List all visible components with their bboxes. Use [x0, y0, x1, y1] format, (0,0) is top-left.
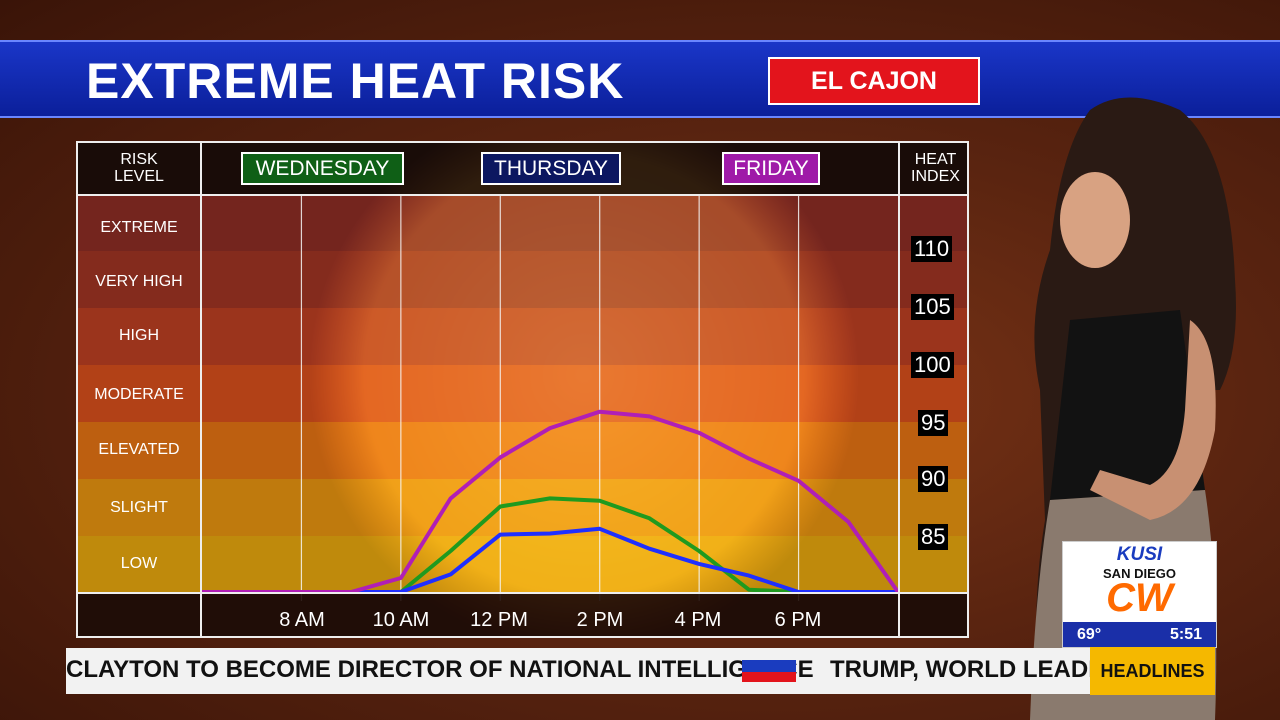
risk-band-high: [78, 308, 967, 365]
heat-index-95: 95: [918, 410, 949, 436]
heat-header-line1: HEAT: [914, 151, 957, 168]
risk-label-slight: SLIGHT: [110, 499, 168, 516]
station-city: SAN DIEGO: [1103, 566, 1176, 581]
risk-band-extreme: [78, 194, 967, 251]
title-bar: EXTREME HEAT RISK EL CAJON: [0, 40, 1280, 118]
heat-index-85: 85: [918, 524, 949, 550]
page-title: EXTREME HEAT RISK: [86, 53, 625, 109]
headlines-tag: HEADLINES: [1090, 647, 1215, 695]
risk-label-very-high: VERY HIGH: [95, 273, 183, 290]
ticker-headline-right: TRUMP, WORLD LEADERS: [830, 656, 1092, 683]
risk-level-header: RISK LEVEL: [78, 151, 200, 185]
risk-label-low: LOW: [120, 555, 158, 572]
news-logo-icon: [742, 660, 796, 682]
current-temp: 69°: [1077, 626, 1102, 643]
x-tick-6pm: 6 PM: [774, 609, 822, 631]
station-logo: KUSI SAN DIEGO CW: [1063, 542, 1216, 622]
heat-index-105: 105: [911, 294, 954, 320]
station-name: KUSI: [1116, 544, 1163, 565]
heat-risk-chart: RISK LEVEL WEDNESDAY THURSDAY FRIDAY HEA…: [76, 141, 969, 638]
heat-index-110: 110: [911, 236, 953, 262]
x-tick-4pm: 4 PM: [674, 609, 722, 631]
heat-index-100: 100: [911, 352, 954, 378]
risk-label-high: HIGH: [119, 327, 159, 344]
temp-time-bar: 69° 5:51: [1063, 622, 1216, 647]
legend-wednesday: WEDNESDAY: [241, 152, 404, 185]
risk-header-line2: LEVEL: [114, 168, 164, 185]
legend-friday: FRIDAY: [722, 152, 820, 185]
risk-label-extreme: EXTREME: [100, 219, 178, 236]
x-tick-8am: 8 AM: [279, 609, 325, 631]
location-badge: EL CAJON: [768, 57, 980, 105]
risk-label-moderate: MODERATE: [94, 386, 184, 403]
x-tick-12pm: 12 PM: [470, 609, 528, 631]
ticker-headline-left: CLAYTON TO BECOME DIRECTOR OF NATIONAL I…: [66, 656, 814, 683]
network-logo: CW: [1106, 576, 1173, 620]
station-bug: KUSI SAN DIEGO CW 69° 5:51: [1062, 541, 1217, 648]
left-divider: [200, 143, 202, 636]
risk-band-very-high: [78, 251, 967, 308]
risk-label-elevated: ELEVATED: [98, 441, 180, 458]
risk-band-elevated: [78, 422, 967, 479]
risk-band-slight: [78, 479, 967, 536]
chart-footer: [78, 592, 967, 636]
x-tick-10am: 10 AM: [372, 609, 430, 631]
right-divider: [898, 143, 900, 636]
chart-plot: [78, 143, 967, 636]
risk-header-line1: RISK: [120, 151, 158, 168]
chart-header: RISK LEVEL WEDNESDAY THURSDAY FRIDAY HEA…: [78, 143, 967, 196]
news-ticker: CLAYTON TO BECOME DIRECTOR OF NATIONAL I…: [66, 648, 1092, 694]
heat-index-90: 90: [918, 466, 949, 492]
risk-band-moderate: [78, 365, 967, 422]
current-time: 5:51: [1169, 626, 1202, 643]
legend-thursday: THURSDAY: [481, 152, 621, 185]
heat-header-line2: INDEX: [911, 168, 960, 185]
risk-band-low: [78, 536, 967, 593]
x-tick-2pm: 2 PM: [576, 609, 624, 631]
heat-index-header: HEAT INDEX: [900, 151, 967, 185]
